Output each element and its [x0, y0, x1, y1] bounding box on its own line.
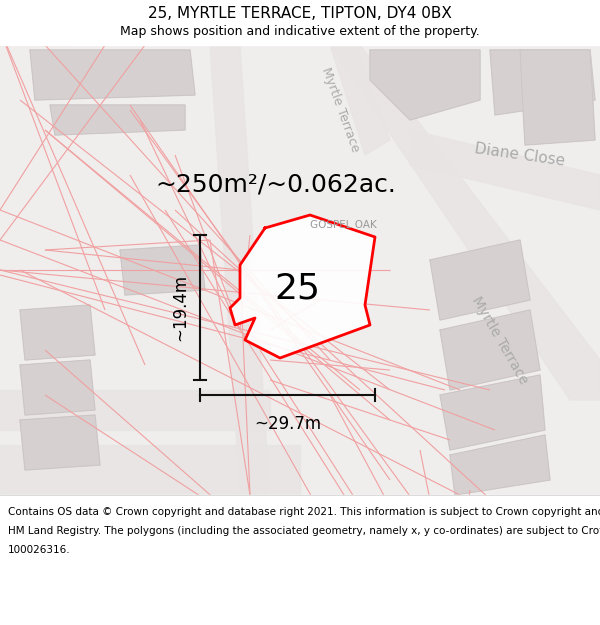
Polygon shape [230, 215, 375, 358]
Text: 100026316.: 100026316. [8, 545, 71, 555]
Text: HM Land Registry. The polygons (including the associated geometry, namely x, y c: HM Land Registry. The polygons (includin… [8, 526, 600, 536]
Text: 25: 25 [275, 271, 320, 306]
Polygon shape [210, 45, 270, 495]
Polygon shape [30, 50, 195, 100]
Text: ~29.7m: ~29.7m [254, 415, 321, 433]
Polygon shape [410, 130, 600, 210]
Text: GOSPEL OAK: GOSPEL OAK [310, 220, 377, 230]
Text: ~250m²/~0.062ac.: ~250m²/~0.062ac. [155, 173, 396, 197]
Text: Contains OS data © Crown copyright and database right 2021. This information is : Contains OS data © Crown copyright and d… [8, 507, 600, 517]
Polygon shape [430, 240, 530, 320]
Text: Myrtle Terrace: Myrtle Terrace [469, 294, 531, 386]
Polygon shape [20, 305, 95, 360]
Polygon shape [440, 310, 540, 390]
Polygon shape [0, 445, 300, 495]
Bar [0, 495, 600, 625]
Text: Map shows position and indicative extent of the property.: Map shows position and indicative extent… [120, 24, 480, 38]
Polygon shape [330, 45, 390, 155]
Text: Myrtle Terrace: Myrtle Terrace [319, 66, 361, 154]
Polygon shape [450, 435, 550, 495]
Polygon shape [440, 375, 545, 450]
Polygon shape [50, 105, 185, 135]
Polygon shape [120, 245, 205, 295]
Text: 25, MYRTLE TERRACE, TIPTON, DY4 0BX: 25, MYRTLE TERRACE, TIPTON, DY4 0BX [148, 6, 452, 21]
Bar [0, 0, 600, 45]
Polygon shape [0, 390, 270, 430]
Text: ~19.4m: ~19.4m [171, 274, 189, 341]
Polygon shape [330, 45, 600, 400]
Polygon shape [20, 415, 100, 470]
Polygon shape [370, 50, 480, 120]
Polygon shape [20, 360, 95, 415]
Polygon shape [490, 50, 595, 115]
Polygon shape [520, 50, 595, 145]
Text: Diane Close: Diane Close [474, 141, 566, 169]
Bar [0, 45, 600, 495]
